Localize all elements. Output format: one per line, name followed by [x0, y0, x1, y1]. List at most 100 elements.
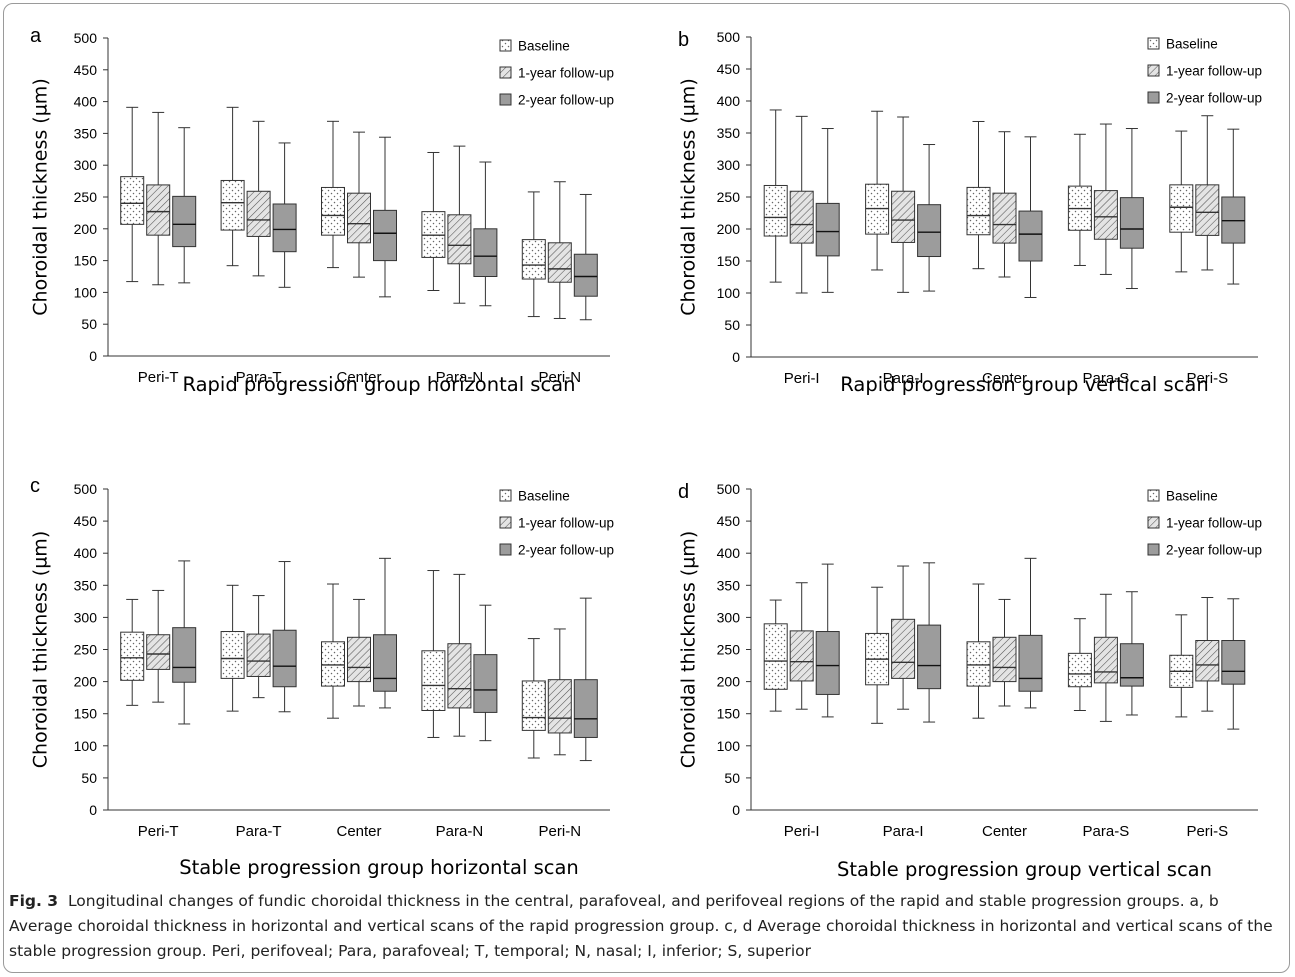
y-tick-label: 400: [74, 94, 98, 110]
legend-label: 2-year follow-up: [1166, 543, 1262, 558]
box-iqr: [966, 641, 991, 687]
legend: Baseline 1-year follow-up 2-year follow-up: [499, 39, 614, 108]
box-plot: [966, 120, 991, 270]
box-plot: [347, 131, 371, 278]
box-iqr: [1018, 634, 1043, 692]
y-tick-label: 300: [74, 609, 98, 625]
y-tick-label: 200: [717, 221, 741, 237]
box-plot: [1018, 557, 1043, 709]
box-plot: [146, 111, 171, 286]
box-plot: [473, 161, 498, 307]
legend-swatch: [499, 66, 512, 79]
box-iqr: [347, 636, 371, 683]
category-label: Para-S: [1083, 370, 1130, 387]
y-tick-label: 500: [74, 481, 98, 497]
box-iqr: [763, 184, 788, 237]
box-plot: [172, 560, 197, 725]
box-plot: [1093, 593, 1118, 722]
category-label: Center: [336, 823, 381, 840]
box-iqr: [789, 190, 814, 244]
y-tick-label: 250: [717, 189, 741, 205]
box-iqr: [966, 186, 991, 236]
box-iqr: [573, 679, 598, 738]
box-plot: [172, 127, 197, 284]
box-plot: [146, 589, 171, 703]
y-tick-label: 0: [89, 802, 97, 818]
chart-panel-a: a 0 50 100 150 200 250 300 350 400 450 500 Choroidal…: [30, 25, 614, 396]
box-iqr: [992, 192, 1017, 244]
box-plot: [1221, 598, 1246, 730]
legend-swatch: [499, 93, 512, 106]
legend-label: 2-year follow-up: [518, 93, 614, 108]
box-plot: [1093, 123, 1118, 275]
box-iqr: [246, 190, 271, 237]
x-axis-title: Rapid progression group vertical scan: [840, 373, 1208, 396]
category-label: Para-T: [236, 369, 282, 386]
box-iqr: [1221, 640, 1246, 685]
box-iqr: [347, 192, 371, 244]
category-label: Para-I: [883, 370, 924, 387]
y-tick-label: 100: [717, 738, 741, 754]
box-plot: [220, 584, 245, 712]
legend-label: 1-year follow-up: [518, 516, 614, 531]
box-iqr: [1169, 184, 1194, 233]
box-plot: [891, 116, 916, 293]
legend-label: Baseline: [1166, 37, 1218, 52]
box-plot: [1018, 136, 1043, 298]
category-label: Peri-N: [539, 369, 582, 386]
legend: Baseline 1-year follow-up 2-year follow-up: [1147, 489, 1262, 558]
x-axis-title: Stable progression group vertical scan: [837, 858, 1212, 881]
box-plot: [917, 562, 942, 723]
panel-letter: d: [678, 481, 689, 503]
box-iqr: [1067, 652, 1092, 688]
box-plot: [1221, 128, 1246, 285]
box-plot: [220, 106, 245, 267]
category-label: Peri-S: [1186, 370, 1228, 387]
y-tick-label: 200: [74, 221, 98, 237]
legend-label: Baseline: [518, 489, 570, 504]
category-label: Para-N: [436, 369, 484, 386]
y-tick-label: 150: [717, 253, 741, 269]
box-iqr: [220, 631, 245, 679]
y-tick-label: 350: [717, 125, 741, 141]
box-plot: [321, 583, 345, 719]
chart-panel-c: c 0 50 100 150 200 250 300 350 400 450 500 Choroidal…: [30, 475, 614, 879]
box-iqr: [246, 633, 271, 677]
box-iqr: [447, 643, 472, 709]
box-plot: [992, 131, 1017, 278]
box-iqr: [547, 679, 572, 734]
y-axis-label: Choroidal thickness (µm): [30, 531, 52, 768]
y-axis-label: Choroidal thickness (µm): [678, 531, 700, 768]
y-axis-label: Choroidal thickness (µm): [30, 78, 52, 315]
legend-label: 1-year follow-up: [1166, 64, 1262, 79]
box-iqr: [421, 650, 446, 711]
box-plot: [521, 191, 546, 318]
legend-swatch: [1147, 516, 1160, 529]
legend-label: 2-year follow-up: [518, 543, 614, 558]
category-label: Peri-N: [539, 823, 582, 840]
box-iqr: [373, 209, 397, 262]
panel-letter: c: [30, 475, 40, 497]
box-iqr: [917, 204, 942, 258]
box-iqr: [992, 636, 1017, 683]
legend-swatch: [1147, 37, 1160, 50]
y-tick-label: 50: [81, 316, 97, 332]
caption-text: Longitudinal changes of fundic choroidal…: [9, 892, 1273, 960]
figure-canvas: a050100150200250300350400450500Choroidal…: [30, 25, 1262, 881]
box-plot: [347, 598, 371, 707]
box-iqr: [917, 624, 942, 690]
y-tick-label: 100: [717, 285, 741, 301]
box-iqr: [321, 186, 345, 236]
y-tick-label: 100: [74, 738, 98, 754]
caption-label: Fig. 3: [9, 892, 59, 910]
category-label: Para-N: [436, 823, 484, 840]
y-tick-label: 300: [717, 609, 741, 625]
y-tick-label: 300: [74, 157, 98, 173]
box-iqr: [272, 203, 297, 253]
box-plot: [789, 582, 814, 710]
box-plot: [815, 563, 840, 718]
box-plot: [473, 604, 498, 742]
box-plot: [789, 115, 814, 294]
y-tick-label: 150: [74, 706, 98, 722]
box-plot: [421, 151, 446, 291]
